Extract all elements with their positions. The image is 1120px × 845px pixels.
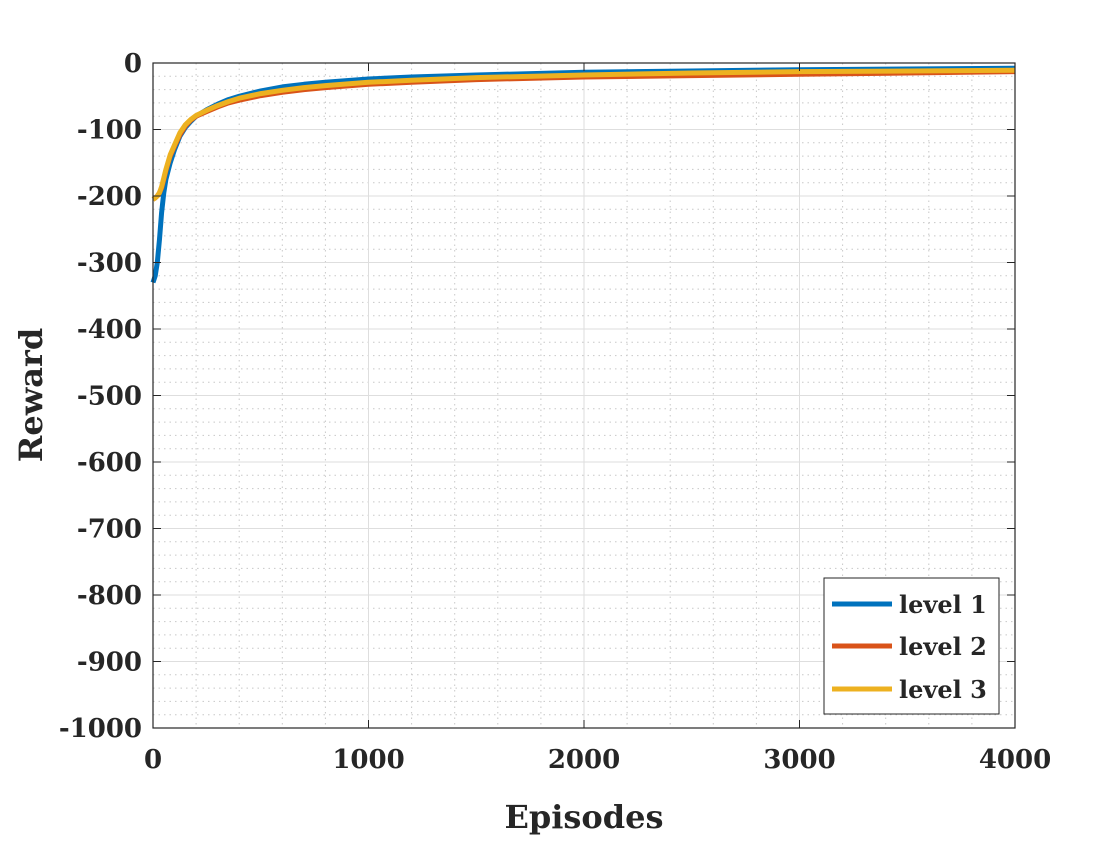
y-tick-label: -600: [77, 448, 142, 478]
legend-label-level-1: level 1: [899, 590, 987, 619]
y-tick-label: -400: [77, 315, 142, 345]
minor-grid: [153, 63, 1015, 728]
y-tick-label: -800: [77, 581, 142, 611]
y-tick-label: -900: [77, 648, 142, 678]
y-tick-label: -300: [77, 249, 142, 279]
y-tick-label: -700: [77, 515, 142, 545]
y-tick-label: -1000: [59, 714, 142, 744]
y-tick-label: -500: [77, 382, 142, 412]
x-tick-labels: 0 1000 2000 3000 4000: [144, 745, 1051, 775]
series-line-level-3: [151, 67, 1016, 202]
y-tick-labels: -1000-900-800-700-600-500-400-300-200-10…: [59, 49, 142, 744]
x-axis-label: Episodes: [504, 798, 663, 836]
legend-label-level-3: level 3: [899, 675, 987, 704]
legend-label-level-2: level 2: [899, 632, 987, 661]
y-axis-label: Reward: [12, 328, 50, 462]
y-tick-label: -100: [77, 116, 142, 146]
series-layer: [150, 65, 1016, 284]
major-grid: [153, 63, 1015, 728]
tick-marks: [152, 62, 1016, 729]
x-tick-label: 0: [144, 745, 162, 775]
legend: level 1 level 2 level 3: [823, 577, 1000, 715]
x-tick-label: 2000: [548, 745, 620, 775]
x-tick-label: 1000: [332, 745, 404, 775]
y-tick-label: 0: [124, 49, 142, 79]
y-tick-label: -200: [77, 182, 142, 212]
x-tick-label: 4000: [979, 745, 1051, 775]
x-tick-label: 3000: [763, 745, 835, 775]
